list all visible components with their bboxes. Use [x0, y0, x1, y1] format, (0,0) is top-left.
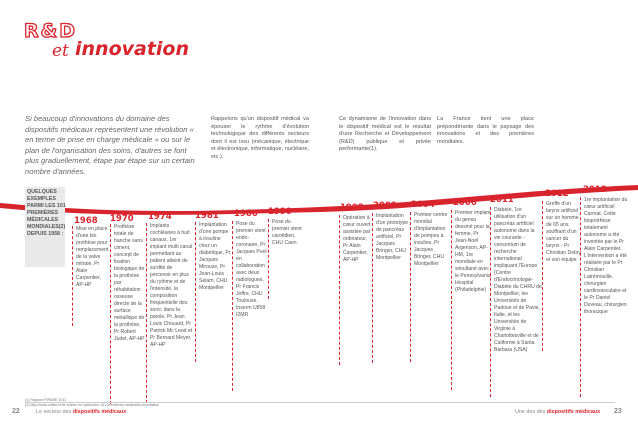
paragraph-1: Rappelons qu'un dispositif médical va ép… — [211, 116, 309, 160]
timeline-entry-2006: Premier implant du genou dessiné pour la… — [451, 210, 491, 390]
timeline-entry-1970: Prothèse totale de hanche sans ciment, c… — [110, 224, 147, 404]
timeline-entry-1981: Implantation d'une pompe à insuline chez… — [195, 222, 232, 362]
title-innovation: innovation — [75, 38, 189, 60]
timeline-entry-1990: Pose du premier stent carotidien, CHU Ca… — [268, 219, 304, 299]
title-et: et — [52, 41, 69, 61]
timeline-entry-1968: Mise en place d'une bio prothèse pour re… — [72, 226, 108, 326]
page-number-right: 23 — [614, 408, 622, 415]
examples-box — [25, 187, 65, 267]
timeline-entry-2012: Greffe d'un larynx artificiel sur un hom… — [542, 201, 582, 351]
timeline-entry-2013: 1re implantation du cœur artificiel Carm… — [580, 197, 628, 397]
timeline-entry-2004: Premier centre mondial d'implantation de… — [410, 212, 450, 362]
paragraph-2: Ce dynamisme de l'innovation dans le dis… — [339, 116, 431, 153]
examples-box-title: QUELQUES EXEMPLES PARMI LES 101 PREMIÈRE… — [27, 189, 66, 237]
footer-left-label: Le secteur des dispositifs médicaux — [36, 409, 127, 415]
timeline-entry-1974: Implants cochléaires à huit canaux, 1er … — [146, 223, 194, 403]
timeline-entry-1998: Opération à cœur ouvert assistée par ord… — [339, 215, 372, 365]
footer-right-label: Une des dés dispositifs médicaux — [515, 409, 601, 415]
timeline-entry-2002: Implantation d'un prototype de pancréas … — [372, 213, 409, 363]
footer-divider — [25, 402, 615, 403]
footnotes: (1) Rapport PIPAME 2011 (2) http://www.s… — [25, 398, 160, 407]
timeline-entry-2011: Diabète, 1re utilisation d'un pancréas a… — [490, 207, 542, 397]
timeline-entry-1986: Pose du premier stent endo-coronaire, Pr… — [232, 221, 269, 391]
page-number-left: 22 — [12, 408, 20, 415]
paragraph-3: La France tient une place prépondérante … — [437, 116, 534, 145]
title-rd: R&D — [23, 19, 77, 42]
intro-text: Si beaucoup d'innovations du domaine des… — [25, 114, 195, 176]
